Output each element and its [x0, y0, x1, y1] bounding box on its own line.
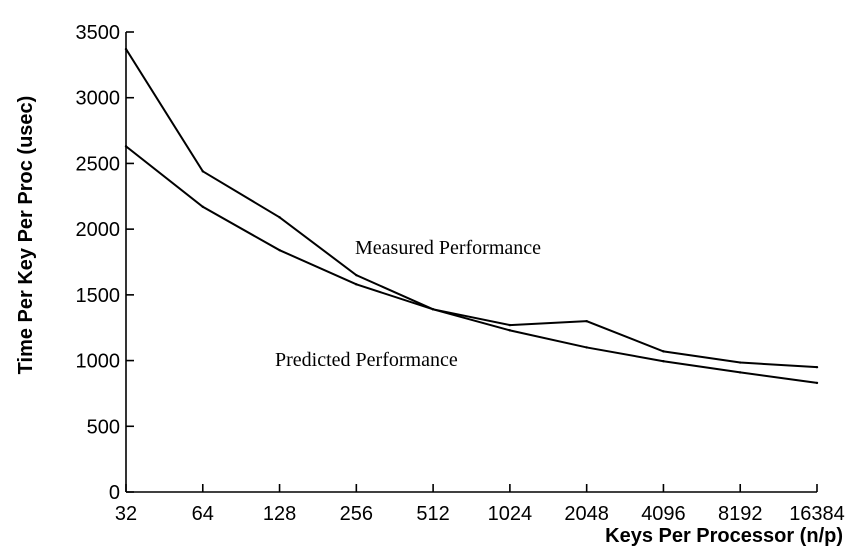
data-point	[739, 371, 742, 374]
data-point	[815, 365, 819, 369]
data-point	[431, 308, 435, 311]
predicted-performance-line	[125, 145, 818, 384]
y-tick-label: 500	[87, 416, 120, 438]
data-point	[508, 329, 512, 332]
data-point	[278, 248, 281, 252]
x-tick-label: 8192	[718, 503, 763, 525]
measured-performance-line	[125, 48, 818, 369]
x-tick-label: 32	[115, 503, 137, 525]
x-tick-label: 64	[192, 503, 214, 525]
y-tick-label: 3500	[76, 22, 121, 44]
x-tick-label: 4096	[641, 503, 686, 525]
data-point	[739, 361, 742, 364]
y-tick-label: 3000	[76, 88, 121, 110]
data-point	[278, 216, 281, 219]
series-lines	[124, 47, 819, 385]
x-axis-ticks: 32 64 128 256 512 1024 2048 4096 8192 16384	[115, 484, 845, 525]
x-axis-title: Keys Per Processor (n/p)	[605, 525, 843, 546]
x-tick-label: 512	[416, 503, 449, 525]
y-axis-ticks: 0 500 1000 1500 2000 2500 3000 3500	[76, 22, 134, 504]
x-tick-label: 128	[263, 503, 296, 525]
y-tick-label: 1500	[76, 285, 121, 307]
data-point	[124, 145, 128, 148]
y-tick-label: 2500	[76, 153, 121, 175]
data-point	[585, 319, 588, 323]
axes	[125, 32, 817, 493]
x-tick-label: 1024	[488, 503, 533, 525]
data-point	[355, 273, 358, 277]
y-tick-label: 1000	[76, 351, 121, 373]
x-tick-label: 2048	[564, 503, 609, 525]
x-tick-label: 16384	[789, 503, 845, 525]
series-1	[124, 145, 819, 385]
data-point	[201, 205, 204, 208]
data-point	[201, 170, 204, 173]
measured-performance-label: Measured Performance	[355, 237, 541, 259]
x-tick-label: 256	[340, 503, 373, 525]
data-point	[508, 323, 512, 327]
data-point	[585, 346, 588, 349]
y-tick-label: 2000	[76, 219, 121, 241]
data-point	[355, 283, 358, 286]
data-point	[662, 360, 665, 363]
data-point	[124, 47, 128, 51]
y-axis-title: Time Per Key Per Proc (usec)	[15, 96, 37, 375]
data-point	[662, 350, 665, 353]
data-point	[815, 381, 819, 385]
y-tick-label: 0	[109, 482, 120, 504]
predicted-performance-label: Predicted Performance	[275, 349, 458, 371]
